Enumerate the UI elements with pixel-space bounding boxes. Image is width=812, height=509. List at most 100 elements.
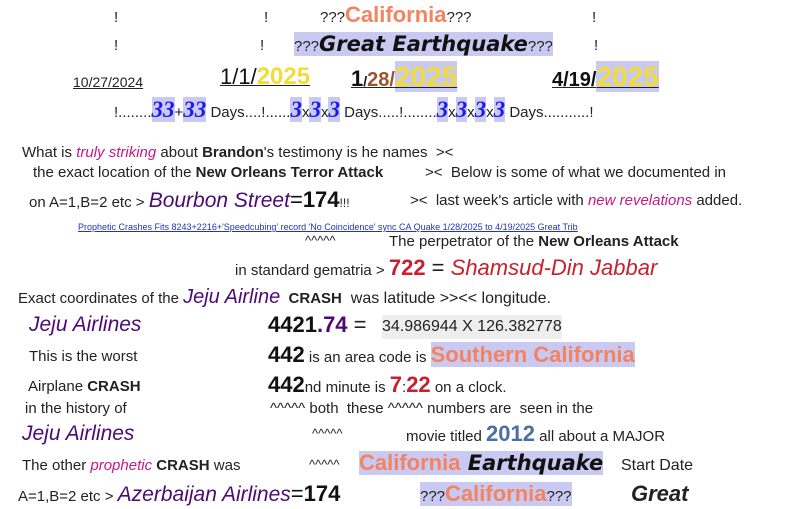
text-segment: ! <box>260 37 265 54</box>
text-segment: CRASH <box>152 457 210 474</box>
text-segment: Airplane <box>28 378 88 395</box>
row: >< last week's article with new revelati… <box>410 189 742 213</box>
text-segment: ??? <box>420 488 446 505</box>
text-segment: 2025 <box>256 63 311 90</box>
row: in the history of <box>25 397 127 421</box>
text-segment: Southern California <box>430 342 635 367</box>
text-segment: ??? <box>527 38 553 55</box>
text-segment: 722 <box>388 255 426 280</box>
text-segment: was <box>209 457 241 474</box>
text-segment: ! <box>114 37 119 54</box>
row: 1/1/2025 <box>220 65 310 89</box>
row: Prophetic Crashes Fits 8243+2216+'Speedc… <box>78 214 578 238</box>
text-segment: on A=1,B=2 etc > <box>29 194 149 211</box>
text-segment: New Orleans Attack <box>538 233 679 250</box>
text-segment: Jeju Airlines <box>29 313 142 336</box>
row: Airplane CRASH <box>28 375 141 399</box>
text-segment: 2012 <box>486 421 535 446</box>
text-segment: 33 <box>183 97 207 122</box>
text-segment: is an area code is <box>304 349 431 366</box>
text-segment: 33 <box>151 97 175 122</box>
text-segment: 3 <box>290 97 302 122</box>
text-segment: Days....!...... <box>206 104 291 121</box>
text-segment: 3 <box>474 97 487 122</box>
text-segment: nd minute is <box>304 379 390 396</box>
text-segment: Great <box>631 481 689 506</box>
row: This is the worst <box>29 345 137 369</box>
text-segment: 174 <box>303 481 341 506</box>
row: on A=1,B=2 etc > Bourbon Street=174!!! <box>29 187 350 213</box>
text-segment: 22 <box>406 372 431 397</box>
row: 442nd minute is 7:22 on a clock. <box>268 373 507 397</box>
text-segment: 34.986944 X 126.382778 <box>382 318 562 335</box>
text-segment: California <box>359 450 461 475</box>
text-segment: 10/27/2024 <box>73 74 144 90</box>
text-segment: .74 <box>316 312 348 337</box>
row: >< Below is some of what we documented i… <box>425 161 726 185</box>
text-segment: ^^^^^ <box>312 426 343 441</box>
text-segment: ! <box>592 9 597 26</box>
text-segment: !........ <box>114 104 152 121</box>
text-segment: x <box>467 104 475 121</box>
text-segment: 1/1/ <box>220 64 257 89</box>
row: ???California??? <box>420 482 572 506</box>
row: ! <box>264 6 268 30</box>
text-segment: = <box>347 312 373 337</box>
row: Jeju Airlines <box>29 313 141 337</box>
row: ???California??? <box>320 3 472 27</box>
row: ^^^^^ <box>309 453 340 477</box>
row: The other prophetic CRASH was <box>22 454 240 478</box>
text-segment: Jeju Airline <box>183 286 281 308</box>
row: 1/28/2025 <box>351 61 458 92</box>
text-segment: about <box>156 144 203 161</box>
text-segment: 442 <box>268 342 305 367</box>
row: ^^^^^ <box>312 422 343 446</box>
text-segment: on a clock. <box>430 379 507 396</box>
text-segment: 28/ <box>367 69 395 91</box>
text-segment: ! <box>594 37 599 54</box>
text-segment: x <box>320 104 329 121</box>
text-segment: new revelations <box>587 192 693 209</box>
text-segment: 174 <box>302 187 340 212</box>
row: ! <box>114 6 118 30</box>
text-segment: added. <box>692 192 743 209</box>
row: Jeju Airlines <box>22 422 134 446</box>
text-segment: = <box>289 187 303 212</box>
text-segment: was latitude >><< longitude. <box>341 290 551 307</box>
text-segment: ^^^^^ both these ^^^^^ numbers are seen … <box>270 400 594 417</box>
row: Start Date <box>621 454 693 478</box>
row: ^^^^^ both these ^^^^^ numbers are seen … <box>270 397 593 421</box>
text-segment: >< Below is some of what we documented i… <box>425 164 726 181</box>
row: The perpetrator of the New Orleans Attac… <box>389 230 679 254</box>
text-segment: California <box>445 481 547 506</box>
text-segment: 4421 <box>268 312 317 337</box>
text-segment: 1 <box>351 66 364 91</box>
text-segment: Exact coordinates of the <box>18 290 184 307</box>
text-segment: 3 <box>436 97 449 122</box>
row: movie titled 2012 all about a MAJOR <box>406 422 665 446</box>
link[interactable]: Prophetic Crashes Fits 8243+2216+'Speedc… <box>78 222 578 232</box>
text-segment: in standard gematria > <box>235 262 389 279</box>
text-segment: 's testimony is he names >< <box>263 144 454 161</box>
text-segment: x <box>486 104 494 121</box>
text-segment: The other <box>22 457 91 474</box>
text-segment: = <box>425 255 451 280</box>
row: 442 is an area code is Southern Californ… <box>268 342 635 367</box>
text-segment: >< last week's article with <box>410 192 588 209</box>
row: in standard gematria > 722 = Shamsud-Din… <box>235 256 657 280</box>
text-segment: Earthquake <box>460 451 604 475</box>
text-segment: CRASH <box>87 378 141 395</box>
text-segment: Days.....!........ <box>339 104 437 121</box>
text-segment: Shamsud-Din Jabbar <box>450 255 658 280</box>
text-segment: Great Earthquake <box>319 32 528 56</box>
row: ! <box>260 34 264 58</box>
row: 34.986944 X 126.382778 <box>382 315 562 339</box>
text-segment: Brandon <box>202 144 264 161</box>
text-segment: !!! <box>339 196 350 210</box>
text-segment: truly striking <box>76 144 157 161</box>
row: Great <box>631 482 688 506</box>
text-segment: ??? <box>446 9 472 26</box>
text-segment: 3 <box>328 97 340 122</box>
text-segment: What is <box>22 144 77 161</box>
